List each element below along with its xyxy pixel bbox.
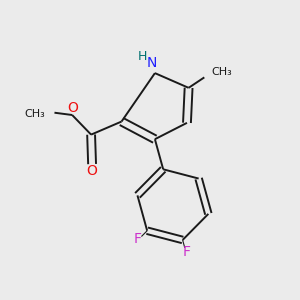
Text: O: O bbox=[86, 164, 97, 178]
Text: O: O bbox=[67, 101, 78, 115]
Text: N: N bbox=[147, 56, 158, 70]
Text: CH₃: CH₃ bbox=[24, 109, 45, 119]
Text: F: F bbox=[182, 244, 190, 259]
Text: H: H bbox=[138, 50, 147, 63]
Text: CH₃: CH₃ bbox=[212, 67, 232, 77]
Text: F: F bbox=[133, 232, 141, 246]
